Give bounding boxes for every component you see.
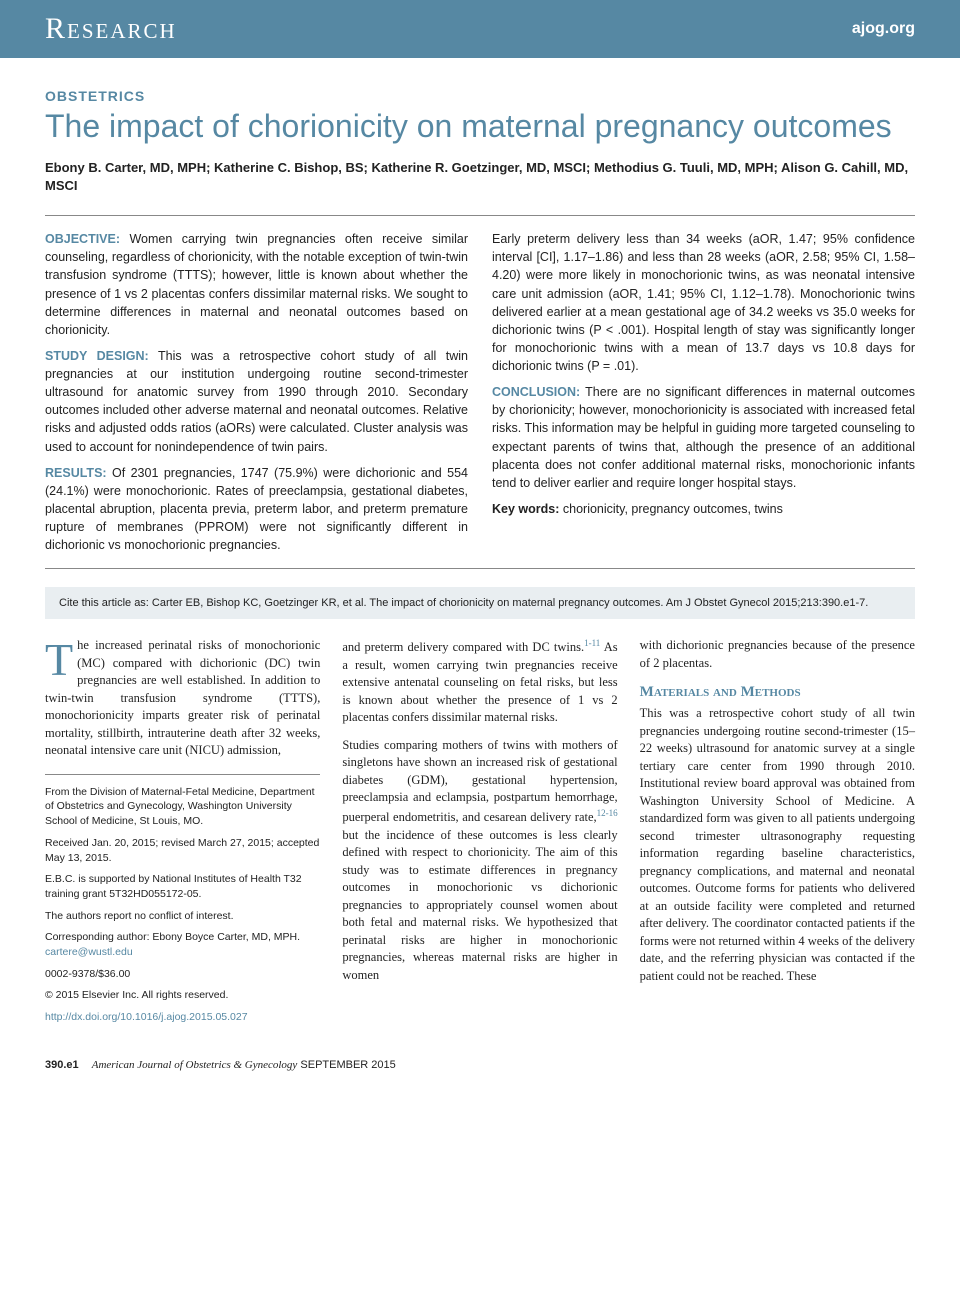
keywords-text: chorionicity, pregnancy outcomes, twins <box>563 502 783 516</box>
conclusion-label: CONCLUSION: <box>492 385 580 399</box>
section-label: Research <box>45 12 177 46</box>
objective-text: Women carrying twin pregnancies often re… <box>45 232 468 337</box>
article-body: The increased perinatal risks of monocho… <box>45 637 915 1024</box>
body-para-1a: The increased perinatal risks of monocho… <box>45 637 320 760</box>
journal-site: ajog.org <box>852 20 915 38</box>
page-footer: 390.e1 American Journal of Obstetrics & … <box>0 1045 960 1091</box>
body-para-3: This was a retrospective cohort study of… <box>640 705 915 985</box>
article-content: OBSTETRICS The impact of chorionicity on… <box>0 58 960 1045</box>
keywords-label: Key words: <box>492 502 559 516</box>
footer-issue: SEPTEMBER 2015 <box>300 1059 395 1071</box>
affil-corresponding: Corresponding author: Ebony Boyce Carter… <box>45 930 320 959</box>
corresponding-email-link[interactable]: cartere@wustl.edu <box>45 946 133 958</box>
body-para-2: Studies comparing mothers of twins with … <box>342 737 617 984</box>
abstract-box: OBJECTIVE: Women carrying twin pregnanci… <box>45 215 915 569</box>
abstract-results-b: Early preterm delivery less than 34 week… <box>492 230 915 375</box>
abstract-conclusion: CONCLUSION: There are no significant dif… <box>492 383 915 492</box>
journal-header-bar: Research ajog.org <box>0 0 960 58</box>
affil-received: Received Jan. 20, 2015; revised March 27… <box>45 836 320 865</box>
keywords-line: Key words: chorionicity, pregnancy outco… <box>492 500 915 518</box>
affil-conflict: The authors report no conflict of intere… <box>45 909 320 924</box>
design-text: This was a retrospective cohort study of… <box>45 349 468 454</box>
article-authors: Ebony B. Carter, MD, MPH; Katherine C. B… <box>45 159 915 195</box>
methods-heading: Materials and Methods <box>640 682 915 703</box>
page-number: 390.e1 <box>45 1059 79 1071</box>
ref-link-1[interactable]: 1-11 <box>584 638 600 648</box>
article-title: The impact of chorionicity on maternal p… <box>45 108 915 145</box>
ref-link-2[interactable]: 12-16 <box>597 808 618 818</box>
affiliations-block: From the Division of Maternal-Fetal Medi… <box>45 774 320 1025</box>
article-category: OBSTETRICS <box>45 88 915 104</box>
doi-link[interactable]: http://dx.doi.org/10.1016/j.ajog.2015.05… <box>45 1011 248 1023</box>
objective-label: OBJECTIVE: <box>45 232 120 246</box>
affil-doi: http://dx.doi.org/10.1016/j.ajog.2015.05… <box>45 1010 320 1025</box>
affil-from: From the Division of Maternal-Fetal Medi… <box>45 785 320 829</box>
results-text-a: Of 2301 pregnancies, 1747 (75.9%) were d… <box>45 466 468 553</box>
citation-box: Cite this article as: Carter EB, Bishop … <box>45 587 915 619</box>
design-label: STUDY DESIGN: <box>45 349 149 363</box>
affil-copyright: © 2015 Elsevier Inc. All rights reserved… <box>45 988 320 1003</box>
abstract-design: STUDY DESIGN: This was a retrospective c… <box>45 347 468 456</box>
results-label: RESULTS: <box>45 466 107 480</box>
abstract-results-a: RESULTS: Of 2301 pregnancies, 1747 (75.9… <box>45 464 468 555</box>
body-para-1b: and preterm delivery compared with DC tw… <box>342 637 617 727</box>
affil-issn: 0002-9378/$36.00 <box>45 967 320 982</box>
footer-journal-name: American Journal of Obstetrics & Gynecol… <box>92 1059 298 1071</box>
abstract-objective: OBJECTIVE: Women carrying twin pregnanci… <box>45 230 468 339</box>
body-para-2c: with dichorionic pregnancies because of … <box>640 637 915 672</box>
affil-support: E.B.C. is supported by National Institut… <box>45 872 320 901</box>
conclusion-text: There are no significant differences in … <box>492 385 915 490</box>
